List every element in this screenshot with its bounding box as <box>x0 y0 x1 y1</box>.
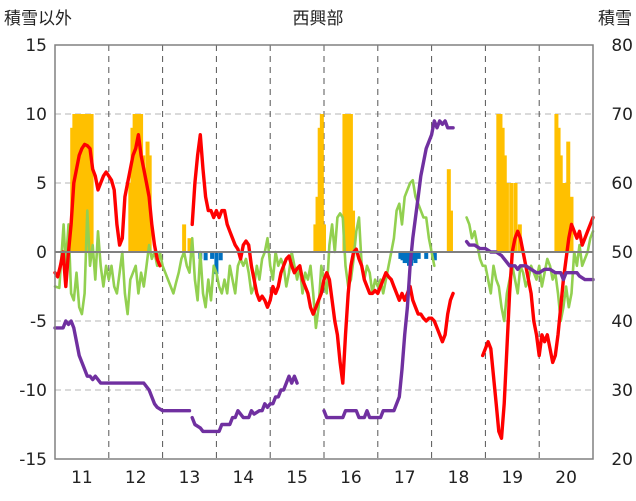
bar <box>319 114 324 252</box>
series-line-2 <box>53 132 162 289</box>
bar <box>411 252 416 261</box>
series-line-7 <box>322 119 455 420</box>
left-tick-label: -10 <box>19 381 47 401</box>
x-tick-label: 20 <box>555 468 577 488</box>
bar <box>344 114 349 252</box>
bar <box>130 127 135 252</box>
x-tick-label: 18 <box>448 468 470 488</box>
series-line-1 <box>465 216 595 323</box>
bar <box>132 114 137 252</box>
series-line-8 <box>464 239 595 282</box>
bar <box>448 210 453 252</box>
bar <box>502 155 507 252</box>
bar <box>504 183 509 252</box>
x-tick-label: 12 <box>125 468 147 488</box>
right-axis-label: 積雪 <box>598 9 632 29</box>
bar <box>315 196 320 252</box>
bar <box>78 114 83 252</box>
bar <box>496 114 501 252</box>
right-tick-label: 30 <box>611 381 633 401</box>
bar <box>351 210 356 252</box>
bar <box>203 252 208 261</box>
bar <box>342 114 347 252</box>
x-tick-label: 13 <box>179 468 201 488</box>
bar <box>558 155 563 252</box>
series-line-5 <box>53 319 192 413</box>
bar <box>498 114 503 252</box>
data-lines <box>53 119 595 440</box>
x-tick-label: 19 <box>501 468 523 488</box>
snowfall-bars <box>70 114 574 275</box>
left-tick-label: 10 <box>25 105 47 125</box>
bar <box>80 114 85 252</box>
bar <box>500 127 505 252</box>
bar <box>218 252 223 261</box>
right-tick-label: 80 <box>611 36 633 56</box>
x-tick-label: 17 <box>394 468 416 488</box>
bar <box>566 141 571 252</box>
bar <box>210 252 215 259</box>
bar <box>182 224 187 252</box>
bar <box>513 183 518 252</box>
chart-title: 西興部 <box>293 9 344 29</box>
x-tick-label: 16 <box>340 468 362 488</box>
right-tick-label: 20 <box>611 450 633 470</box>
bar <box>346 114 351 252</box>
bar <box>313 224 318 252</box>
bar <box>317 127 322 252</box>
bar <box>563 183 568 252</box>
series-line-4 <box>481 215 595 440</box>
bar <box>416 252 421 259</box>
left-tick-label: 15 <box>25 36 47 56</box>
left-tick-label: 0 <box>36 243 47 263</box>
bar <box>74 114 79 252</box>
bar <box>139 114 144 252</box>
bar <box>432 252 437 261</box>
x-tick-label: 14 <box>232 468 254 488</box>
bar <box>402 252 407 264</box>
bar <box>143 183 148 252</box>
bar <box>348 114 353 252</box>
bar <box>400 252 405 261</box>
bar <box>136 114 141 252</box>
bar <box>85 114 90 252</box>
bar <box>76 114 81 252</box>
bar <box>424 252 429 259</box>
series-line-6 <box>190 374 299 434</box>
bar <box>322 224 326 252</box>
bar <box>413 252 418 264</box>
grid-lines <box>55 44 593 460</box>
series-line-0 <box>53 178 436 330</box>
left-tick-label: -5 <box>30 312 47 332</box>
bar <box>87 114 92 252</box>
right-tick-label: 50 <box>611 243 633 263</box>
left-tick-label: 5 <box>36 174 47 194</box>
bar <box>404 252 409 264</box>
bar <box>214 252 219 275</box>
x-tick-label: 15 <box>286 468 308 488</box>
bar <box>446 169 451 252</box>
bar <box>141 155 146 252</box>
bar <box>128 183 133 252</box>
bar <box>554 114 559 252</box>
right-tick-label: 70 <box>611 105 633 125</box>
bar <box>509 183 514 252</box>
bar <box>187 238 192 252</box>
bar <box>407 252 412 266</box>
right-tick-label: 40 <box>611 312 633 332</box>
left-axis-label: 積雪以外 <box>4 9 72 29</box>
bar <box>83 114 88 252</box>
bar <box>556 127 561 252</box>
bar <box>398 252 403 259</box>
bar <box>134 114 139 252</box>
right-tick-label: 60 <box>611 174 633 194</box>
bar <box>560 183 565 252</box>
x-tick-label: 11 <box>71 468 93 488</box>
plot-frame <box>54 44 594 460</box>
bar <box>89 114 94 252</box>
left-tick-label: -15 <box>19 450 47 470</box>
